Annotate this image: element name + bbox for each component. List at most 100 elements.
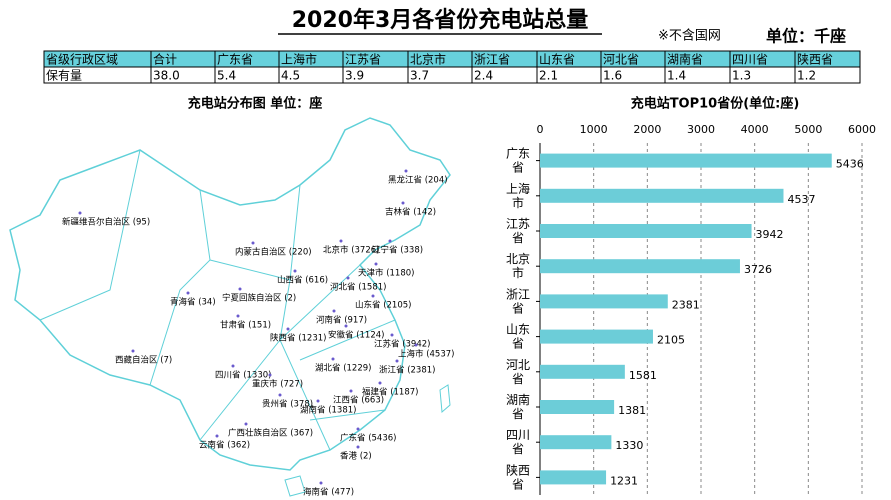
bar [540, 224, 752, 238]
table-text: 3.7 [410, 69, 429, 83]
bar [540, 435, 612, 450]
map-dot [319, 481, 323, 485]
y-tick-label: 河北省 [506, 357, 530, 385]
map-label: 河南省 (917) [316, 315, 367, 326]
map-title: 充电站分布图 单位：座 [188, 96, 323, 112]
value-label: 2381 [672, 298, 700, 311]
value-label: 1330 [615, 439, 643, 452]
table-text: 38.0 [153, 69, 180, 83]
table-text: 省级行政区域 [46, 53, 118, 67]
bar [540, 400, 615, 414]
map-label: 黑龙江省 (204) [388, 175, 448, 186]
table-text: 浙江省 [474, 53, 510, 67]
value-label: 1381 [618, 404, 646, 417]
page-title: 2020年3月各省份充电站总量 [292, 7, 589, 33]
map-dot [356, 427, 360, 431]
map-label: 上海市 (4537) [398, 349, 454, 360]
map-dot [244, 422, 248, 426]
value-label: 3726 [744, 263, 772, 276]
y-tick-label: 广东省 [506, 146, 530, 174]
map-label: 湖南省 (1381) [300, 405, 356, 416]
map-label: 天津市 (1180) [358, 268, 414, 279]
map-dot [268, 373, 272, 377]
map-label: 浙江省 (2381) [379, 365, 435, 376]
map-dot [286, 327, 290, 331]
map-label: 安徽省 (1124) [328, 330, 384, 341]
map-dot [346, 276, 350, 280]
map-label: 四川省 (1330) [215, 370, 271, 381]
map-dot [236, 314, 240, 318]
x-tick-label: 3000 [687, 123, 715, 136]
table-cell [794, 66, 861, 84]
y-tick-label: 上海市 [506, 180, 530, 209]
map-dot [215, 434, 219, 438]
x-tick-label: 6000 [848, 123, 876, 136]
map-label: 甘肃省 (151) [220, 320, 271, 331]
bar [540, 364, 625, 379]
map-dot [401, 201, 405, 205]
map-label: 宁夏回族自治区 (2) [222, 293, 296, 304]
map-dot [131, 349, 135, 353]
value-label: 1231 [610, 474, 638, 487]
table-text: 2.4 [474, 69, 493, 83]
table-text: 1.2 [797, 69, 816, 83]
table-text: 合计 [153, 52, 177, 67]
y-tick-label: 北京市 [506, 252, 530, 280]
bar [540, 470, 607, 485]
map-label: 山西省 (616) [277, 275, 328, 286]
table-text: 3.9 [345, 69, 364, 83]
bar [540, 259, 740, 274]
table-text: 河北省 [603, 53, 639, 67]
table-text: 1.6 [603, 69, 622, 83]
province-borders [39, 149, 396, 451]
map-dot [371, 294, 375, 298]
map-label: 福建省 (1187) [362, 387, 418, 398]
y-tick-label: 江苏省 [506, 217, 530, 245]
unit: 单位：千座 [766, 27, 846, 46]
value-label: 1581 [629, 369, 657, 382]
x-tick-label: 4000 [741, 123, 769, 136]
table-text: 江苏省 [345, 53, 381, 67]
bar [540, 294, 668, 309]
note: ※不含国网 [658, 28, 721, 44]
table-text: 上海市 [281, 52, 317, 67]
map-dot [356, 445, 360, 449]
map-outline [9, 117, 451, 471]
map-dot [390, 333, 394, 337]
map-dot [404, 169, 408, 173]
map-dot [293, 269, 297, 273]
map-label: 北京市 (3726) [323, 245, 379, 256]
x-tick-label: 0 [537, 123, 544, 136]
map-label: 湖北省 (1229) [315, 363, 371, 374]
map-dot [238, 287, 242, 291]
map-label: 陕西省 (1231) [270, 333, 326, 344]
map-dot [339, 239, 343, 243]
table-text: 山东省 [539, 53, 575, 67]
map-label: 辽宁省 (338) [372, 245, 423, 256]
map-dot [349, 389, 353, 393]
table-text: 广东省 [217, 53, 253, 67]
table-text: 四川省 [732, 53, 768, 67]
map-label: 新疆维吾尔自治区 (95) [62, 217, 150, 228]
table-text: 北京市 [410, 52, 446, 67]
x-tick-label: 1000 [580, 123, 608, 136]
value-label: 3942 [756, 228, 784, 241]
bar [540, 188, 784, 203]
map-label: 海南省 (477) [303, 487, 354, 498]
map-label: 江西省 (663) [333, 395, 384, 406]
map-label: 内蒙古自治区 (220) [235, 247, 312, 258]
table-text: 陕西省 [797, 52, 833, 67]
table-text: 保有量 [46, 69, 82, 83]
map-label: 西藏自治区 (7) [115, 355, 172, 366]
map-label: 江苏省 (3942) [374, 339, 430, 350]
map-dot [344, 324, 348, 328]
map-dot [278, 393, 282, 397]
chart-title: 充电站TOP10省份(单位:座) [631, 96, 800, 112]
map-dot [332, 309, 336, 313]
y-tick-label: 四川省 [506, 428, 530, 456]
table-text: 5.4 [217, 69, 236, 83]
map-dot [231, 364, 235, 368]
value-label: 2105 [657, 334, 685, 347]
map-dot [251, 241, 255, 245]
